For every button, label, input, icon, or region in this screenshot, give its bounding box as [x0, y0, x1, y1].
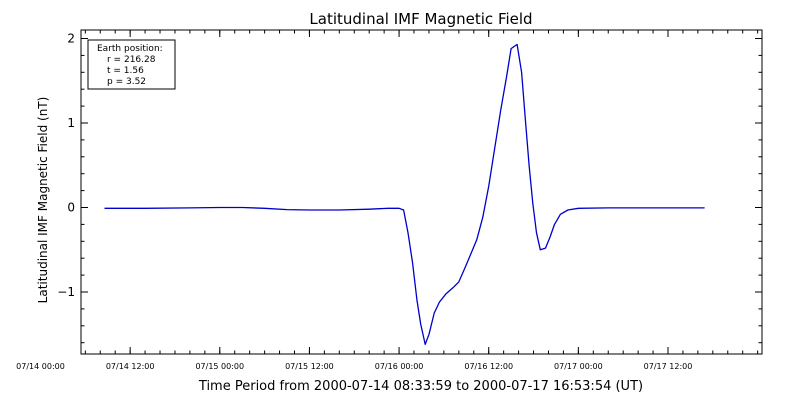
- inset-line-t: t = 1.56: [107, 66, 144, 76]
- x-tick-label: 07/14 00:00: [16, 362, 65, 371]
- y-tick-label: −1: [57, 285, 75, 299]
- inset-line-r: r = 216.28: [107, 55, 156, 65]
- y-tick-label: 1: [67, 116, 75, 130]
- x-tick-label: 07/17 12:00: [644, 362, 693, 371]
- inset-line-p: p = 3.52: [107, 77, 146, 87]
- plot-frame: [80, 29, 763, 355]
- y-tick-label: 2: [67, 32, 75, 46]
- x-axis-label: Time Period from 2000-07-14 08:33:59 to …: [198, 379, 643, 394]
- x-tick-label: 07/15 12:00: [285, 362, 334, 371]
- earth-position-inset: Earth position: r = 216.28 t = 1.56 p = …: [87, 39, 176, 90]
- y-axis: −1 0 1 2: [57, 32, 762, 344]
- chart-title: Latitudinal IMF Magnetic Field: [309, 10, 532, 28]
- x-tick-label: 07/17 00:00: [554, 362, 603, 371]
- y-axis-label: Latitudinal IMF Magnetic Field (nT): [36, 97, 50, 304]
- x-tick-label: 07/15 00:00: [195, 362, 244, 371]
- y-tick-label: 0: [67, 201, 75, 215]
- series-line-0: [104, 43, 705, 346]
- x-tick-label: 07/14 12:00: [106, 362, 155, 371]
- series-lines: [104, 43, 705, 346]
- x-axis: 07/14 00:00 07/14 12:00 07/15 00:00 07/15 1…: [16, 30, 759, 371]
- inset-title: Earth position:: [97, 44, 163, 54]
- x-tick-label: 07/16 00:00: [375, 362, 424, 371]
- x-tick-label: 07/16 12:00: [464, 362, 513, 371]
- inset-box: [87, 39, 176, 90]
